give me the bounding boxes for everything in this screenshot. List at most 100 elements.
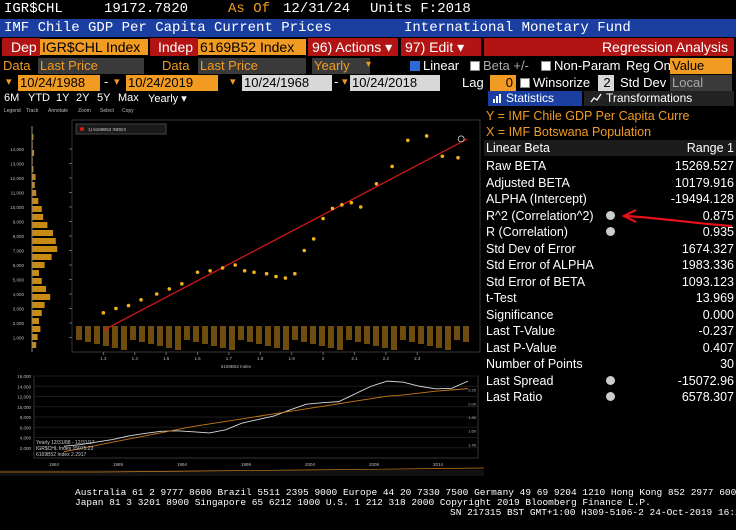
regon-dropdown[interactable]: Value — [670, 58, 732, 74]
marginal-bar-bottom — [130, 326, 136, 340]
tab-transformations-label: Transformations — [606, 91, 693, 105]
copy-tool[interactable]: Copy — [122, 108, 134, 114]
track-tool[interactable]: Track — [26, 108, 39, 114]
stat-row: Significance 0.000 — [484, 307, 736, 323]
edit-menu-button[interactable]: 97) Edit ▾ — [401, 38, 481, 56]
stat-label: Last Ratio — [486, 390, 543, 404]
marginal-bar-bottom — [364, 326, 370, 344]
stat-value: 13.969 — [695, 291, 734, 305]
chart-line-icon — [590, 93, 602, 103]
chevron-down-icon: ▾ — [114, 76, 120, 88]
stat-value: 10179.916 — [674, 175, 734, 190]
stat-value: 0.875 — [702, 208, 734, 223]
actions-menu-button[interactable]: 96) Actions ▾ — [308, 38, 398, 56]
stddev-input[interactable]: 2 — [598, 75, 614, 91]
info-icon[interactable] — [606, 210, 615, 220]
data-point — [167, 287, 172, 291]
marginal-bar — [32, 214, 44, 220]
marginal-bar — [32, 262, 45, 268]
start-date-1[interactable]: 10/24/1988 — [18, 75, 100, 91]
data-point — [101, 311, 106, 315]
line-chart[interactable]: 2,000 4,000 6,000 8,000 10,000 12,000 14,000 16… — [0, 372, 484, 476]
checkbox-icon — [470, 60, 480, 71]
marginal-bar — [32, 318, 39, 324]
stat-row: R^2 (Correlation^2) 0.875 — [484, 208, 736, 224]
chevron-down-icon: ▾ — [230, 76, 236, 88]
marginal-bar-bottom — [103, 326, 109, 346]
data1-field[interactable]: Last Price — [38, 58, 144, 74]
legend-tool[interactable]: Legend — [4, 108, 21, 114]
timezone-dropdown[interactable]: Local — [670, 75, 732, 91]
tab-ytd[interactable]: YTD — [28, 92, 50, 104]
data-point — [264, 271, 269, 276]
y-tick-label: 12,000 — [10, 176, 24, 181]
marginal-bar — [32, 334, 38, 340]
period-dropdown[interactable]: Yearly — [312, 58, 370, 74]
marginal-bar-bottom — [274, 326, 280, 348]
data2-field[interactable]: Last Price — [198, 58, 306, 74]
stat-label: Std Error of BETA — [486, 274, 586, 289]
tab-max[interactable]: Max — [118, 92, 139, 104]
stddev-label: Std Dev — [620, 75, 667, 90]
stat-value: 0.407 — [702, 340, 734, 355]
scatter-chart[interactable]: 1,000 2,000 3,000 4,000 5,000 6,000 7,000 8,000… — [0, 116, 484, 368]
x-tick-label: 1989 — [113, 462, 124, 467]
stat-value: 0.935 — [702, 225, 734, 239]
tab-2y[interactable]: 2Y — [76, 92, 90, 104]
dep-security-field[interactable]: IGR$CHL Index — [40, 39, 148, 55]
data2-label: Data — [162, 58, 190, 73]
start-date-2[interactable]: 10/24/1968 — [242, 75, 332, 91]
checkbox-icon — [520, 77, 530, 88]
zoom-tool[interactable]: Zoom — [78, 108, 91, 114]
end-date-2[interactable]: 10/24/2018 — [350, 75, 440, 91]
last-value: 19172.7820 — [104, 1, 189, 17]
data-point — [220, 266, 225, 270]
marginal-bar — [32, 134, 34, 140]
marginal-bar-bottom — [157, 326, 163, 346]
ticker: IGR$CHL — [4, 1, 63, 17]
stat-label: t-Test — [486, 291, 517, 305]
tab-transformations[interactable]: Transformations — [584, 91, 734, 106]
tab-5y[interactable]: 5Y — [97, 92, 111, 104]
y2-tick-label: 1.80 — [468, 415, 477, 420]
period-selector[interactable]: Yearly ▾ — [148, 93, 187, 105]
x-tick-label: 2009 — [369, 462, 380, 467]
stat-value: 6578.307 — [681, 390, 734, 404]
stat-label: Number of Points — [486, 357, 583, 371]
stat-row: Adjusted BETA 10179.916 — [484, 175, 736, 191]
info-icon[interactable] — [606, 227, 615, 236]
series-header: IMF Chile GDP Per Capita Current Prices … — [0, 19, 736, 37]
marginal-bar-bottom — [211, 326, 217, 346]
lag-input[interactable]: 0 — [490, 75, 516, 91]
x-tick-label: 2.2 — [383, 356, 390, 361]
regon-label: Reg On — [626, 58, 671, 73]
tab-statistics[interactable]: Statistics — [488, 91, 582, 106]
annotate-tool[interactable]: Annotate — [48, 108, 69, 114]
marginal-bar-bottom — [346, 326, 352, 340]
data-point — [233, 263, 237, 267]
series-line-chile-gdp — [63, 380, 469, 447]
winsorize-checkbox[interactable]: Winsorize — [520, 74, 590, 92]
stat-value: 15269.527 — [674, 159, 734, 173]
footer-contacts: Australia 61 2 9777 8600 Brazil 5511 239… — [75, 487, 736, 498]
beta-label: Beta +/- — [483, 58, 529, 73]
y2-tick-label: 2.00 — [468, 401, 477, 406]
tab-1y[interactable]: 1Y — [56, 92, 70, 104]
date-dash: - — [334, 74, 339, 89]
marginal-bar-bottom — [436, 326, 442, 348]
info-icon[interactable] — [606, 392, 615, 401]
linear-checkbox[interactable]: Linear — [410, 57, 459, 75]
stat-value: -0.237 — [698, 324, 734, 338]
y-tick-label: 10,000 — [10, 205, 24, 210]
indep-security-field[interactable]: 6169B52 Index — [198, 39, 306, 55]
data-point — [374, 182, 379, 186]
stat-row: Std Dev of Error 1674.327 — [484, 241, 736, 257]
tab-6m[interactable]: 6M — [4, 92, 20, 104]
select-tool[interactable]: Select — [100, 108, 114, 114]
nonparam-checkbox[interactable]: Non-Param — [541, 57, 620, 75]
beta-checkbox[interactable]: Beta +/- — [470, 57, 529, 75]
end-date-1[interactable]: 10/24/2019 — [126, 75, 218, 91]
stat-label: ALPHA (Intercept) — [486, 192, 587, 206]
footer-session: SN 217315 BST GMT+1:00 H309-5106-2 24-Oc… — [450, 507, 736, 518]
info-icon[interactable] — [606, 375, 615, 385]
